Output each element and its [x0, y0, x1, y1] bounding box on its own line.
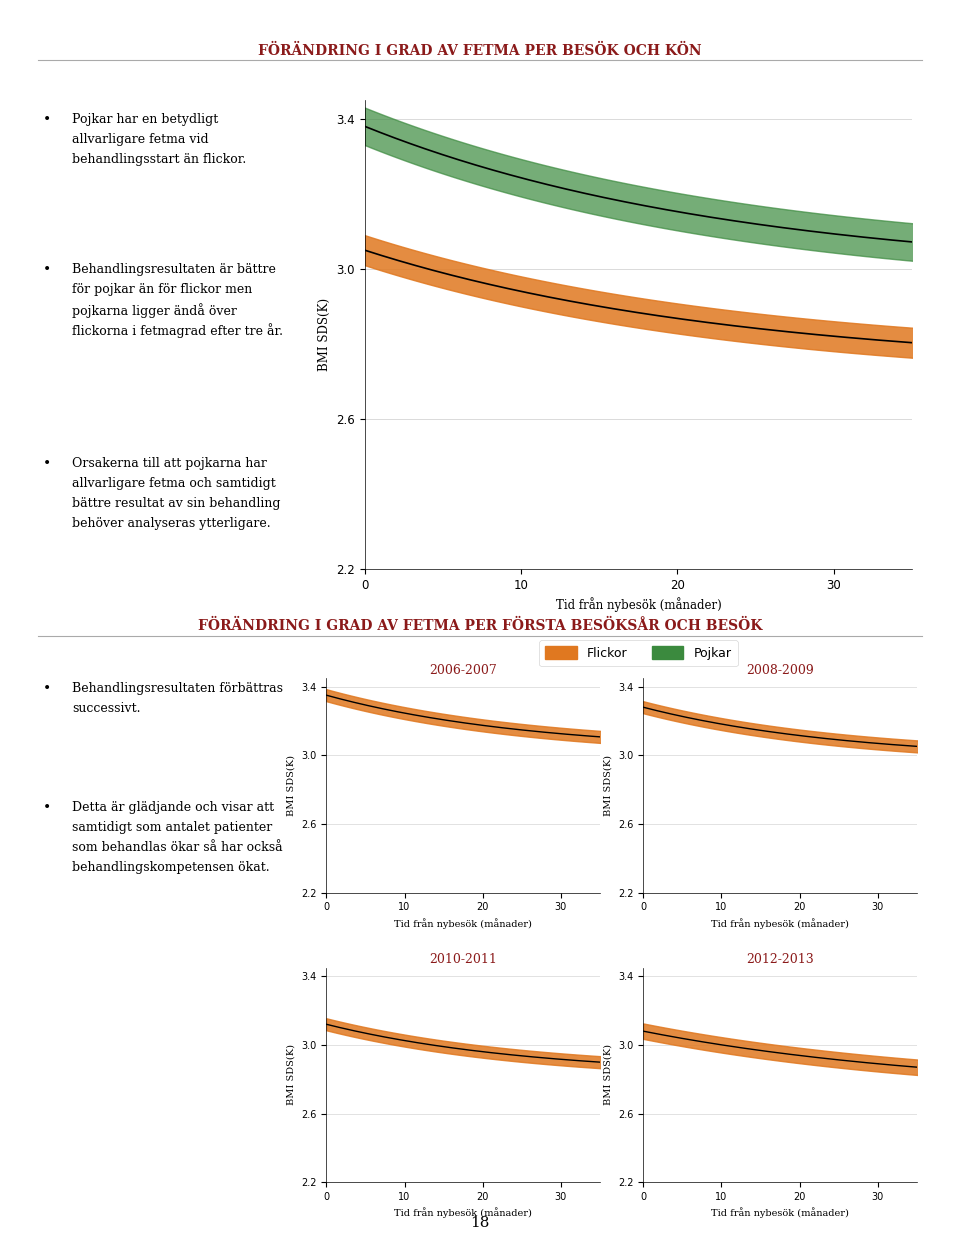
X-axis label: Tid från nybesök (månader): Tid från nybesök (månader)	[556, 598, 721, 612]
Text: för pojkar än för flickor men: för pojkar än för flickor men	[72, 283, 252, 295]
Text: FÖRÄNDRING I GRAD AV FETMA PER FÖRSTA BESÖKSÅR OCH BESÖK: FÖRÄNDRING I GRAD AV FETMA PER FÖRSTA BE…	[198, 619, 762, 633]
Text: successivt.: successivt.	[72, 702, 140, 714]
Text: Behandlingsresultaten är bättre: Behandlingsresultaten är bättre	[72, 263, 276, 275]
Text: behandlingsstart än flickor.: behandlingsstart än flickor.	[72, 153, 247, 165]
Text: FÖRÄNDRING I GRAD AV FETMA PER BESÖK OCH KÖN: FÖRÄNDRING I GRAD AV FETMA PER BESÖK OCH…	[258, 44, 702, 58]
Text: •: •	[43, 682, 52, 696]
Text: behandlingskompetensen ökat.: behandlingskompetensen ökat.	[72, 861, 270, 873]
Title: 2012-2013: 2012-2013	[746, 953, 814, 967]
Title: 2006-2007: 2006-2007	[429, 664, 497, 677]
Text: •: •	[43, 457, 52, 470]
Y-axis label: BMI SDS(K): BMI SDS(K)	[604, 754, 612, 816]
Title: 2010-2011: 2010-2011	[429, 953, 497, 967]
X-axis label: Tid från nybesök (månader): Tid från nybesök (månader)	[711, 918, 849, 928]
Text: •: •	[43, 263, 52, 276]
Legend: Flickor, Pojkar: Flickor, Pojkar	[540, 641, 737, 667]
X-axis label: Tid från nybesök (månader): Tid från nybesök (månader)	[711, 1207, 849, 1218]
X-axis label: Tid från nybesök (månader): Tid från nybesök (månader)	[395, 918, 532, 928]
Text: •: •	[43, 113, 52, 126]
Text: flickorna i fetmagrad efter tre år.: flickorna i fetmagrad efter tre år.	[72, 323, 283, 338]
Text: behöver analyseras ytterligare.: behöver analyseras ytterligare.	[72, 517, 271, 529]
Title: 2008-2009: 2008-2009	[746, 664, 814, 677]
Y-axis label: BMI SDS(K): BMI SDS(K)	[287, 754, 296, 816]
Text: 18: 18	[470, 1216, 490, 1231]
Text: som behandlas ökar så har också: som behandlas ökar så har också	[72, 841, 282, 853]
Text: allvarligare fetma och samtidigt: allvarligare fetma och samtidigt	[72, 477, 276, 489]
Text: Behandlingsresultaten förbättras: Behandlingsresultaten förbättras	[72, 682, 283, 694]
Y-axis label: BMI SDS(K): BMI SDS(K)	[287, 1045, 296, 1106]
Text: allvarligare fetma vid: allvarligare fetma vid	[72, 133, 208, 145]
Y-axis label: BMI SDS(K): BMI SDS(K)	[604, 1045, 612, 1106]
Text: Pojkar har en betydligt: Pojkar har en betydligt	[72, 113, 218, 125]
Text: Detta är glädjande och visar att: Detta är glädjande och visar att	[72, 801, 275, 813]
Text: Orsakerna till att pojkarna har: Orsakerna till att pojkarna har	[72, 457, 267, 469]
Text: pojkarna ligger ändå över: pojkarna ligger ändå över	[72, 303, 237, 318]
Text: samtidigt som antalet patienter: samtidigt som antalet patienter	[72, 821, 273, 833]
X-axis label: Tid från nybesök (månader): Tid från nybesök (månader)	[395, 1207, 532, 1218]
Text: bättre resultat av sin behandling: bättre resultat av sin behandling	[72, 497, 280, 509]
Text: •: •	[43, 801, 52, 814]
Y-axis label: BMI SDS(K): BMI SDS(K)	[318, 298, 331, 372]
